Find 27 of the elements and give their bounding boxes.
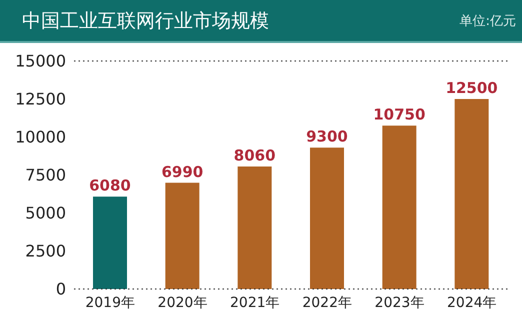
- bar: [238, 166, 272, 289]
- y-tick-label: 7500: [25, 166, 66, 185]
- data-label: 8060: [234, 146, 276, 164]
- y-tick-label: 15000: [15, 52, 66, 71]
- y-tick-label: 12500: [15, 90, 66, 109]
- y-tick-label: 0: [56, 280, 66, 299]
- y-tick-label: 10000: [15, 128, 66, 147]
- data-label: 9300: [306, 128, 348, 146]
- x-tick-label: 2022年: [302, 294, 352, 311]
- bar: [165, 182, 200, 289]
- x-tick-label: 2021年: [230, 294, 280, 311]
- bar: [382, 126, 416, 289]
- chart-title: 中国工业互联网行业市场规模: [22, 8, 269, 34]
- data-label: 6990: [161, 162, 204, 181]
- data-label: 6080: [89, 176, 131, 195]
- data-label: 10750: [373, 106, 426, 124]
- x-tick-label: 2024年: [447, 294, 497, 311]
- x-tick-label: 2019年: [85, 294, 135, 311]
- x-tick-label: 2023年: [374, 294, 424, 311]
- bar: [310, 148, 344, 289]
- data-label: 12500: [446, 79, 498, 97]
- y-tick-label: 2500: [25, 242, 66, 261]
- x-tick-label: 2020年: [158, 294, 208, 311]
- bar: [454, 99, 489, 289]
- bar: [93, 196, 127, 289]
- y-tick-label: 5000: [25, 204, 66, 223]
- chart-subtitle: 单位:亿元: [460, 12, 516, 30]
